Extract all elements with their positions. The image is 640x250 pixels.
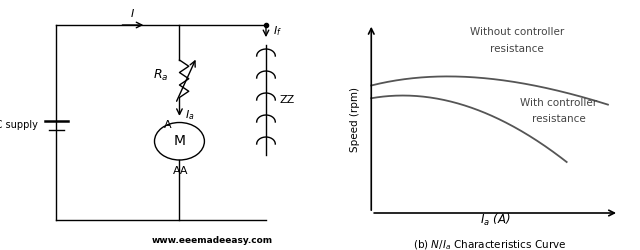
Text: www.eeemadeeasy.com: www.eeemadeeasy.com [152, 236, 273, 245]
Bar [172, 132, 188, 138]
Text: M: M [173, 134, 186, 148]
Text: A: A [164, 120, 172, 130]
Text: DC supply: DC supply [0, 120, 38, 130]
Text: ZZ: ZZ [279, 95, 294, 105]
Circle shape [154, 122, 204, 160]
Text: resistance: resistance [490, 44, 544, 54]
Text: Speed (rpm): Speed (rpm) [349, 87, 360, 152]
Text: (b) $N/I_a$ Characteristics Curve: (b) $N/I_a$ Characteristics Curve [413, 238, 566, 250]
Text: $I_a$: $I_a$ [186, 108, 195, 122]
Text: $I_a$ (A): $I_a$ (A) [480, 212, 511, 228]
Text: $R_a$: $R_a$ [154, 68, 169, 82]
Text: resistance: resistance [532, 114, 585, 124]
Text: Without controller: Without controller [470, 28, 564, 38]
Text: $I_f$: $I_f$ [273, 24, 282, 38]
Text: With controller: With controller [520, 98, 597, 108]
Text: $I$: $I$ [131, 7, 135, 19]
Text: AA: AA [173, 166, 189, 176]
